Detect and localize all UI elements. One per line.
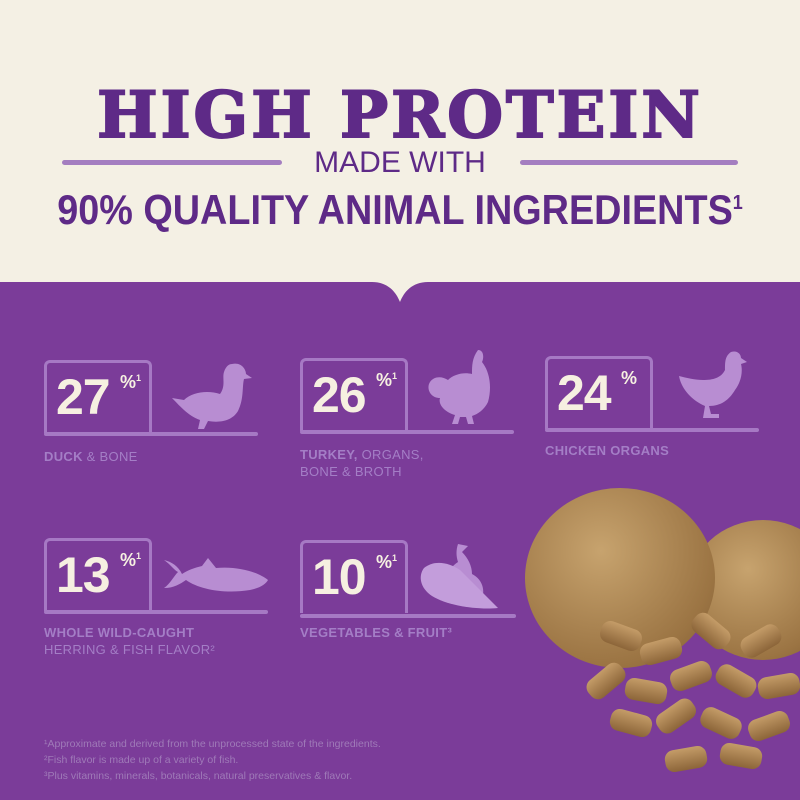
turkey-icon bbox=[428, 350, 490, 424]
stat-label: DUCK & BONE bbox=[44, 449, 138, 464]
stat-value: 26 bbox=[312, 367, 367, 423]
headline: 90% QUALITY ANIMAL INGREDIENTS1 bbox=[57, 186, 743, 233]
stat-frame bbox=[44, 538, 152, 611]
stat-unit: %1 bbox=[376, 552, 398, 572]
cream-header-background bbox=[0, 0, 800, 302]
duck-icon bbox=[172, 363, 252, 429]
footnote: ¹Approximate and derived from the unproc… bbox=[44, 738, 381, 750]
stat-label: TURKEY, ORGANS, BONE & BROTH bbox=[300, 447, 424, 479]
stat-baseline bbox=[44, 432, 258, 436]
subtitle: MADE WITH bbox=[314, 146, 486, 179]
stat-label: WHOLE WILD-CAUGHT HERRING & FISH FLAVOR² bbox=[44, 625, 216, 657]
stat-value: 27 bbox=[56, 369, 111, 425]
stat-unit: %1 bbox=[120, 550, 142, 570]
divider-right bbox=[520, 160, 738, 165]
stat-unit: %1 bbox=[376, 370, 398, 390]
stat-frame bbox=[300, 358, 408, 431]
stat-value: 10 bbox=[312, 549, 367, 605]
page-title: HIGH PROTEIN bbox=[96, 77, 703, 154]
stat-frame bbox=[300, 540, 408, 613]
fish-icon bbox=[164, 558, 268, 592]
footnotes: ¹Approximate and derived from the unproc… bbox=[44, 736, 381, 784]
stat-unit: % bbox=[621, 368, 638, 388]
stat-unit: %1 bbox=[120, 372, 142, 392]
stat-baseline bbox=[300, 614, 516, 618]
stat-baseline bbox=[545, 428, 759, 432]
divider-left bbox=[62, 160, 282, 165]
chicken-icon bbox=[679, 351, 747, 418]
vegetable-fruit-icon bbox=[420, 544, 498, 609]
stat-label: CHICKEN ORGANS bbox=[545, 443, 670, 458]
stat-baseline bbox=[44, 610, 268, 614]
stat-baseline bbox=[300, 430, 514, 434]
footnote: ²Fish flavor is made up of a variety of … bbox=[44, 754, 239, 766]
stat-frame bbox=[545, 356, 653, 429]
stat-value: 13 bbox=[56, 547, 111, 603]
footnote: ³Plus vitamins, minerals, botanicals, na… bbox=[44, 770, 353, 782]
stat-label: VEGETABLES & FRUIT³ bbox=[300, 625, 453, 640]
stat-frame bbox=[44, 360, 152, 433]
stat-value: 24 bbox=[557, 365, 612, 421]
